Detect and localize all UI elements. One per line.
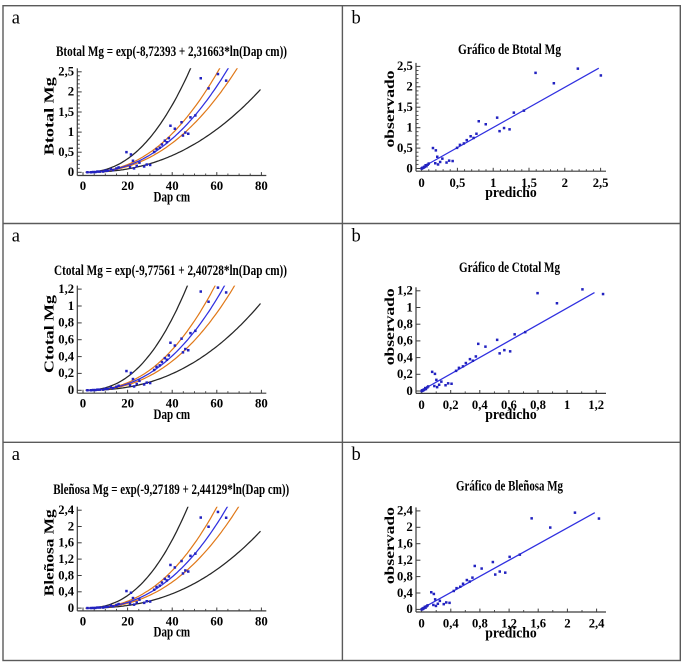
svg-text:1,2: 1,2 [588,398,604,412]
svg-text:0,4: 0,4 [58,585,74,599]
svg-text:2,5: 2,5 [593,176,609,190]
svg-text:1,2: 1,2 [397,553,413,567]
svg-text:1: 1 [564,398,570,412]
svg-text:0,4: 0,4 [397,350,413,364]
svg-text:Dap cm: Dap cm [154,407,191,423]
svg-text:1,2: 1,2 [58,552,74,566]
svg-text:0: 0 [80,179,86,193]
svg-text:2,4: 2,4 [589,617,605,631]
svg-text:Btotal Mg: Btotal Mg [42,77,57,155]
svg-text:b: b [352,445,361,465]
svg-text:a: a [12,226,20,246]
svg-text:1: 1 [406,300,412,314]
svg-text:0,8: 0,8 [397,317,413,331]
svg-text:0: 0 [406,602,412,616]
svg-text:0,4: 0,4 [443,617,459,631]
svg-text:b: b [352,226,361,246]
svg-text:0: 0 [418,398,424,412]
svg-text:predicho: predicho [485,407,537,423]
svg-text:0: 0 [406,384,412,398]
svg-text:0: 0 [68,165,74,179]
svg-text:a: a [12,445,20,465]
svg-text:0,8: 0,8 [472,617,488,631]
svg-text:observado: observado [382,70,397,147]
svg-text:0,2: 0,2 [58,366,74,380]
svg-text:0: 0 [80,614,86,628]
svg-text:0: 0 [68,383,74,397]
svg-text:0,8: 0,8 [58,568,74,582]
svg-text:0: 0 [418,617,424,631]
svg-text:60: 60 [210,179,223,193]
svg-text:predicho: predicho [485,626,537,642]
svg-text:60: 60 [210,397,223,411]
svg-text:Dap cm: Dap cm [154,189,191,205]
svg-text:0,4: 0,4 [58,349,74,363]
svg-text:1,2: 1,2 [397,284,413,298]
svg-text:observado: observado [382,507,397,584]
svg-text:1: 1 [406,121,412,135]
svg-text:Btotal Mg = exp(-8,72393 + 2,3: Btotal Mg = exp(-8,72393 + 2,31663*ln(Da… [56,44,287,60]
svg-text:predicho: predicho [485,185,537,201]
svg-text:80: 80 [255,397,268,411]
svg-text:2: 2 [68,85,74,99]
svg-text:0,6: 0,6 [58,333,74,347]
svg-text:2,5: 2,5 [58,65,74,79]
svg-text:1,6: 1,6 [530,617,546,631]
svg-text:1,6: 1,6 [397,537,413,551]
svg-text:0,8: 0,8 [58,316,74,330]
svg-text:0,6: 0,6 [501,398,517,412]
svg-text:0: 0 [406,161,412,175]
svg-text:40: 40 [166,614,179,628]
svg-text:2,4: 2,4 [397,504,413,518]
svg-text:Dap cm: Dap cm [154,625,191,641]
svg-text:1: 1 [68,299,74,313]
svg-text:0,2: 0,2 [443,398,459,412]
svg-text:0: 0 [68,601,74,615]
svg-text:Bleñosa Mg: Bleñosa Mg [42,509,57,596]
svg-text:0,5: 0,5 [58,145,74,159]
svg-text:2: 2 [562,176,568,190]
svg-text:0,8: 0,8 [397,569,413,583]
svg-text:20: 20 [121,179,134,193]
svg-text:20: 20 [121,614,134,628]
svg-text:40: 40 [166,179,179,193]
svg-text:1,6: 1,6 [58,536,74,550]
svg-text:20: 20 [121,397,134,411]
svg-text:0,4: 0,4 [472,398,488,412]
svg-text:0,2: 0,2 [397,367,413,381]
svg-text:1,5: 1,5 [58,105,74,119]
svg-text:40: 40 [166,397,179,411]
svg-text:0: 0 [80,397,86,411]
svg-text:0,5: 0,5 [397,141,413,155]
svg-text:2: 2 [406,520,412,534]
svg-text:2,4: 2,4 [58,503,74,517]
svg-text:b: b [352,9,361,29]
svg-text:1,5: 1,5 [521,176,537,190]
svg-text:0,6: 0,6 [397,334,413,348]
svg-text:Gráfico de Btotal Mg: Gráfico de Btotal Mg [458,42,561,58]
svg-text:observado: observado [382,288,397,365]
svg-text:0,4: 0,4 [397,586,413,600]
svg-text:0: 0 [418,176,424,190]
svg-text:Ctotal Mg: Ctotal Mg [42,295,57,373]
svg-text:a: a [12,9,20,29]
svg-text:80: 80 [255,179,268,193]
svg-text:0,8: 0,8 [530,398,546,412]
svg-text:0,5: 0,5 [450,176,466,190]
svg-text:1: 1 [68,125,74,139]
svg-text:1: 1 [490,176,496,190]
svg-text:80: 80 [255,614,268,628]
svg-text:1,5: 1,5 [397,100,413,114]
svg-text:1,2: 1,2 [501,617,517,631]
svg-text:Gráfico de Ctotal Mg: Gráfico de Ctotal Mg [459,260,560,276]
svg-text:2: 2 [68,519,74,533]
svg-text:2: 2 [564,617,570,631]
svg-text:2: 2 [406,80,412,94]
svg-text:Bleñosa Mg = exp(-9,27189 + 2,: Bleñosa Mg = exp(-9,27189 + 2,44129*ln(D… [53,482,289,498]
svg-text:Ctotal Mg = exp(-9,77561 + 2,4: Ctotal Mg = exp(-9,77561 + 2,40728*ln(Da… [54,263,287,279]
svg-text:60: 60 [210,614,223,628]
svg-text:2,5: 2,5 [397,59,413,73]
svg-text:1,2: 1,2 [58,282,74,296]
svg-text:Gráfico de Bleñosa Mg: Gráfico de Bleñosa Mg [456,479,563,495]
